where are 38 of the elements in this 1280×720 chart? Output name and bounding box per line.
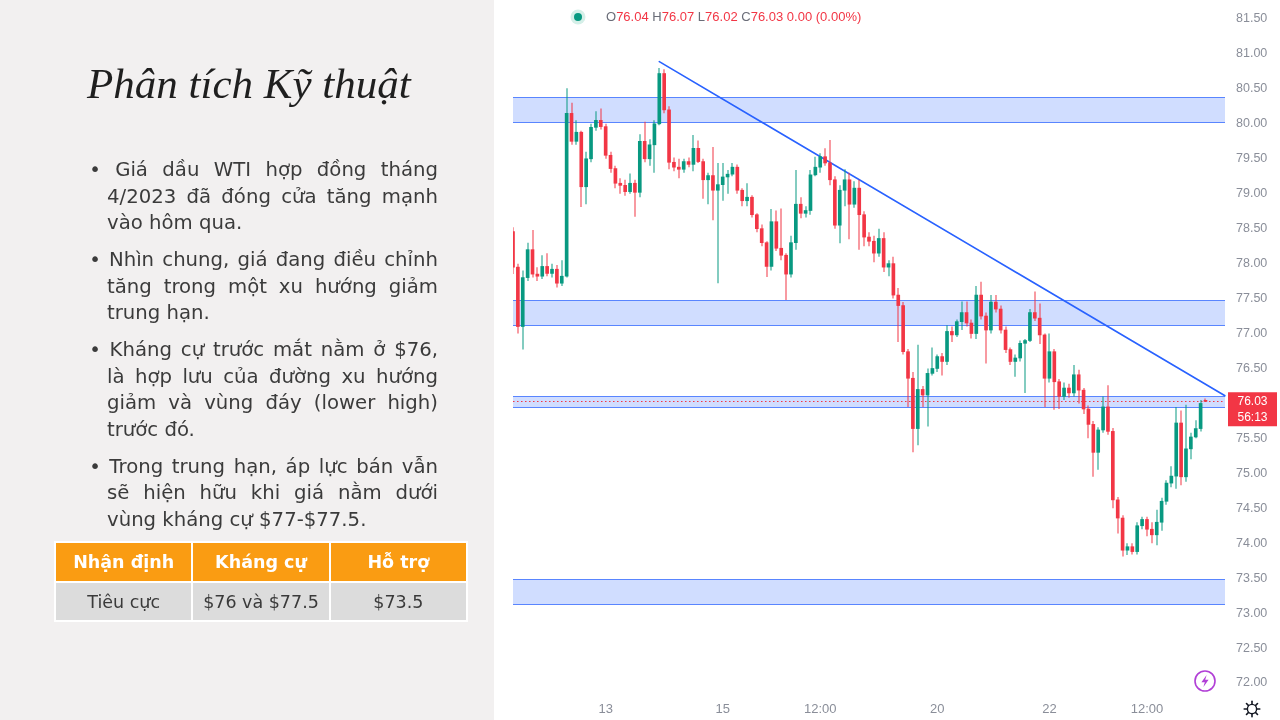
text: • Giá dầu WTI hợp đồng tháng 4/2023 đã đóng cửa tăng mạnh vào hôm qua. (89, 157, 438, 236)
y-tick-label: 75.50 (1236, 430, 1268, 445)
y-tick-label: 74.50 (1236, 500, 1268, 515)
category-label: Hỗ trợ (329, 542, 467, 582)
y-tick-label: 72.50 (1236, 640, 1268, 655)
y-tick-label: 81.00 (1236, 46, 1268, 61)
text: Phân tích Kỹ thuật (87, 59, 413, 109)
y-tick-label: 81.50 (1236, 11, 1268, 26)
x-tick-label: 22 (1042, 701, 1057, 717)
y-tick-label: 73.00 (1236, 605, 1268, 620)
y-tick-label: 78.00 (1236, 256, 1268, 271)
x-tick-label: 20 (930, 701, 945, 717)
y-tick-label: 79.50 (1236, 151, 1268, 166)
y-tick-label: 74.00 (1236, 535, 1268, 550)
text: $76 và $77.5 (192, 582, 330, 621)
y-tick-label: 77.50 (1236, 291, 1268, 306)
category-label: Kháng cự (192, 542, 330, 582)
text: Tiêu cực (55, 582, 193, 621)
ref-line-label: 76.03 56:13 (1237, 393, 1268, 424)
y-tick-label: 73.50 (1236, 570, 1268, 585)
y-tick-label: 75.00 (1236, 465, 1268, 480)
text: • Trong trung hạn, áp lực bán vẫn sẽ hiện hữu khi giá nằm dưới vùng kháng cự $77-$77.5. (89, 453, 438, 533)
text: O76.04 H76.07 L76.02 C76.03 0.00 (0.00%) (606, 9, 862, 24)
category-label: Nhận định (55, 542, 193, 582)
x-tick-label: 13 (598, 701, 613, 717)
y-tick-label: 79.00 (1236, 186, 1268, 201)
text: • Nhìn chung, giá đang điều chỉnh tăng trong một xu hướng giảm trung hạn. (89, 247, 438, 326)
y-tick-label: 80.50 (1236, 81, 1268, 96)
text: $73.5 (329, 582, 467, 621)
y-tick-label: 72.00 (1236, 675, 1268, 690)
text: • Kháng cự trước mắt nằm ở $76, là hợp lưu của đường xu hướng giảm và vùng đáy (lower high) trước đó. (89, 337, 438, 443)
y-tick-label: 78.50 (1236, 221, 1268, 236)
y-tick-label: 77.00 (1236, 325, 1268, 340)
x-tick-label: 12:00 (803, 701, 837, 717)
y-tick-label: 80.00 (1236, 116, 1268, 131)
x-tick-label: 12:00 (1130, 701, 1164, 717)
y-tick-label: 76.50 (1236, 360, 1268, 375)
x-tick-label: 15 (715, 701, 730, 717)
